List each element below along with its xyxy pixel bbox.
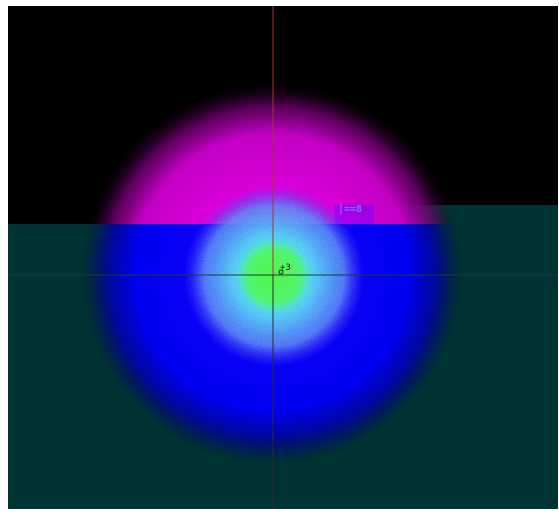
centroid-readout: +3 xyxy=(280,263,291,273)
crosshair-icon xyxy=(278,269,284,275)
peak-readout: |==8 xyxy=(338,204,363,215)
beam-core xyxy=(236,240,312,316)
beam-profile-view[interactable]: |==8 +3 xyxy=(8,6,558,509)
beam-profile-image xyxy=(8,6,558,509)
beam-upper-ring xyxy=(88,84,456,224)
